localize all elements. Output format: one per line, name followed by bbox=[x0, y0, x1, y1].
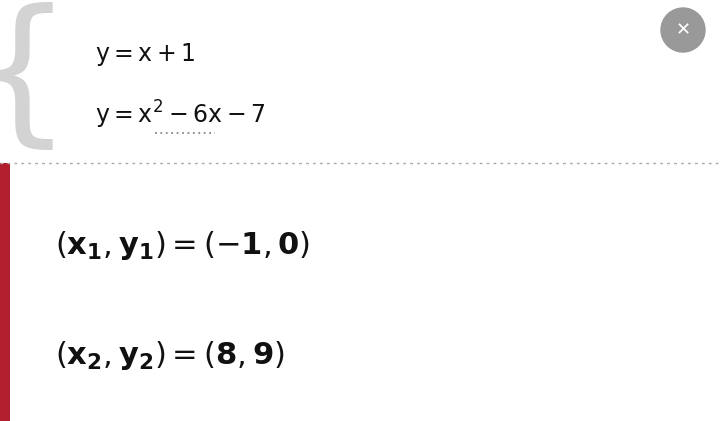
Text: $\mathregular{y=x+1}$: $\mathregular{y=x+1}$ bbox=[95, 42, 196, 69]
Text: $\left(\mathbf{x}_{\mathbf{2}},\mathbf{y}_{\mathbf{2}}\right)=\left(\mathbf{8},\: $\left(\mathbf{x}_{\mathbf{2}},\mathbf{y… bbox=[55, 338, 284, 371]
Text: $\mathregular{y=x^{2}-6x-7}$: $\mathregular{y=x^{2}-6x-7}$ bbox=[95, 99, 266, 131]
Text: ✕: ✕ bbox=[675, 21, 690, 39]
Circle shape bbox=[661, 8, 705, 52]
Text: $\left(\mathbf{x}_{\mathbf{1}},\mathbf{y}_{\mathbf{1}}\right)=\left(-\mathbf{1},: $\left(\mathbf{x}_{\mathbf{1}},\mathbf{y… bbox=[55, 229, 310, 261]
Text: {: { bbox=[0, 2, 73, 157]
Bar bbox=[0, 163, 10, 421]
